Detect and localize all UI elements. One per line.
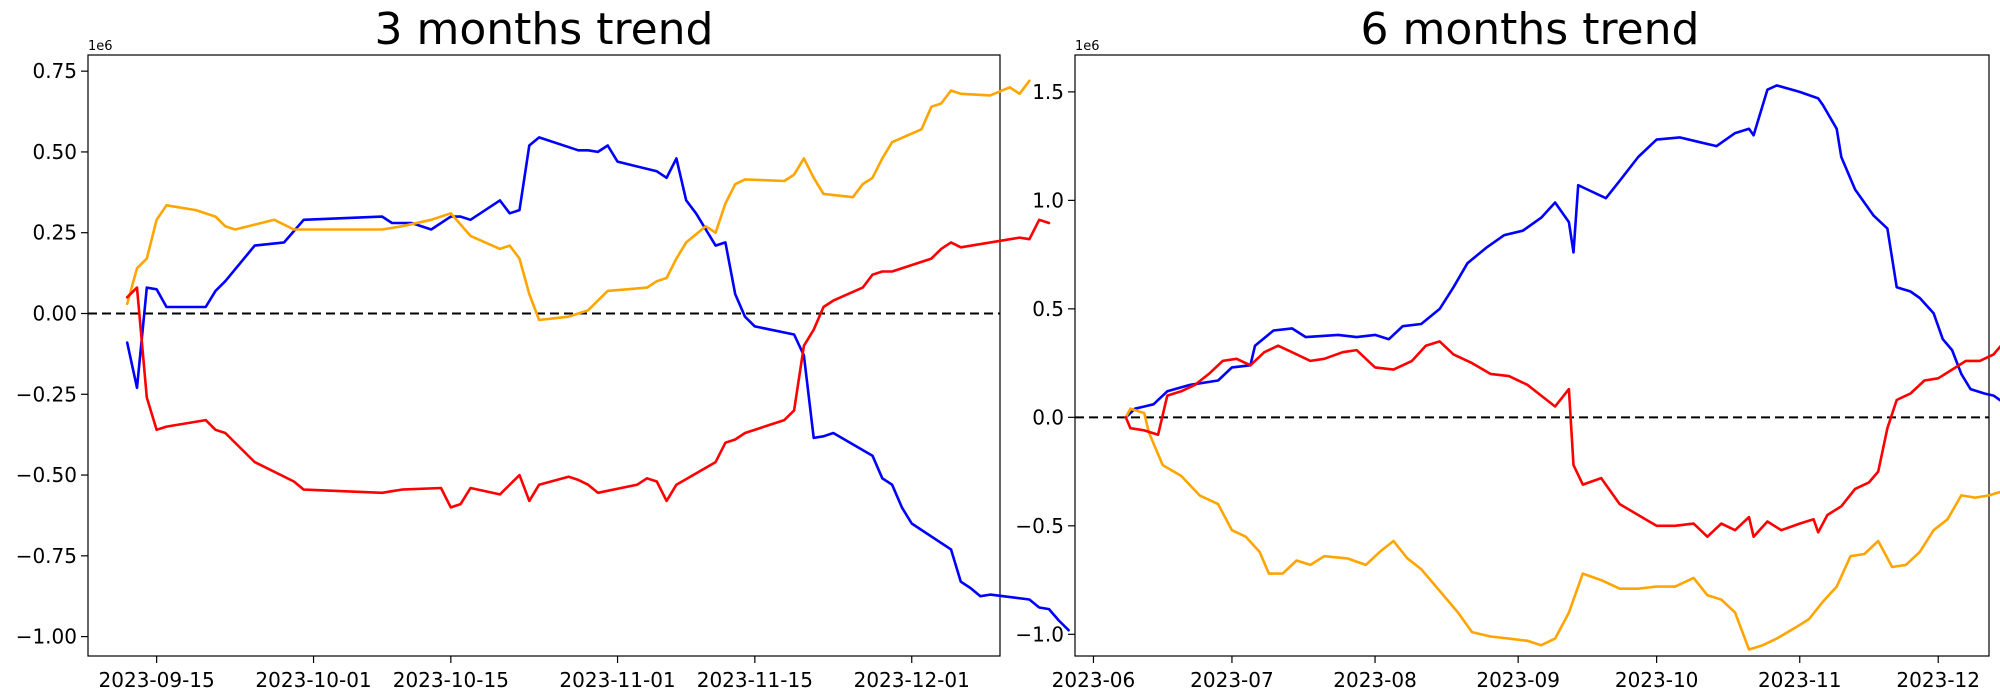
y-tick-label: −1.0	[1015, 622, 1064, 646]
x-tick-label: 2023-10-15	[393, 668, 509, 692]
series-line-2	[1124, 340, 2000, 539]
x-tick-label: 2023-11-01	[559, 668, 675, 692]
x-tick-label: 2023-07	[1190, 668, 1274, 692]
chart-title: 6 months trend	[1361, 4, 1700, 55]
series-line-0	[125, 136, 1070, 632]
y-tick-label: −0.50	[16, 463, 77, 487]
chart-3-months-trend: 3 months trend 1e6 0.75 0.50 0.25 0.00 −0.25…	[16, 4, 1070, 692]
y-tick-label: −0.75	[16, 544, 77, 568]
x-tick-label: 2023-11	[1758, 668, 1842, 692]
y-tick-label: 0.50	[32, 140, 77, 164]
x-tick-label: 2023-06	[1052, 668, 1136, 692]
series-lines	[125, 79, 1070, 632]
x-tick-label: 2023-11-15	[697, 668, 813, 692]
x-tick-label: 2023-09-15	[99, 668, 215, 692]
axis-ticks: 0.75 0.50 0.25 0.00 −0.25 −0.50 −0.75 −1.00 2023…	[16, 59, 970, 692]
y-tick-label: −0.25	[16, 382, 77, 406]
y-tick-label: 0.00	[32, 301, 77, 325]
axes-frame	[87, 54, 1001, 657]
y-tick-label: 0.5	[1032, 297, 1064, 321]
y-tick-label: 0.25	[32, 221, 77, 245]
series-lines	[1124, 84, 2000, 651]
chart-6-months-trend: 6 months trend 1e6 1.5 1.0 0.5 0.0 −0.5 −1.0 2…	[1015, 4, 2000, 692]
y-offset-label: 1e6	[88, 39, 113, 54]
x-tick-label: 2023-10	[1615, 668, 1699, 692]
x-tick-label: 2023-08	[1333, 668, 1417, 692]
y-tick-label: −1.00	[16, 625, 77, 649]
x-tick-label: 2023-12-01	[854, 668, 970, 692]
series-line-1	[1124, 407, 2000, 651]
y-tick-label: −0.5	[1015, 514, 1064, 538]
y-tick-label: 0.0	[1032, 405, 1064, 429]
x-tick-label: 2023-10-01	[255, 668, 371, 692]
x-tick-label: 2023-09	[1476, 668, 1560, 692]
y-tick-label: 1.0	[1032, 188, 1064, 212]
y-offset-label: 1e6	[1075, 39, 1100, 54]
x-tick-label: 2023-12	[1896, 668, 1980, 692]
series-line-0	[1124, 84, 2000, 419]
chart-title: 3 months trend	[375, 4, 714, 55]
y-tick-label: 1.5	[1032, 80, 1064, 104]
series-line-1	[125, 79, 1031, 322]
series-line-2	[125, 218, 1051, 509]
axis-ticks: 1.5 1.0 0.5 0.0 −0.5 −1.0 2023-06 2023-07 2023-0…	[1015, 80, 1980, 692]
y-tick-label: 0.75	[32, 59, 77, 83]
